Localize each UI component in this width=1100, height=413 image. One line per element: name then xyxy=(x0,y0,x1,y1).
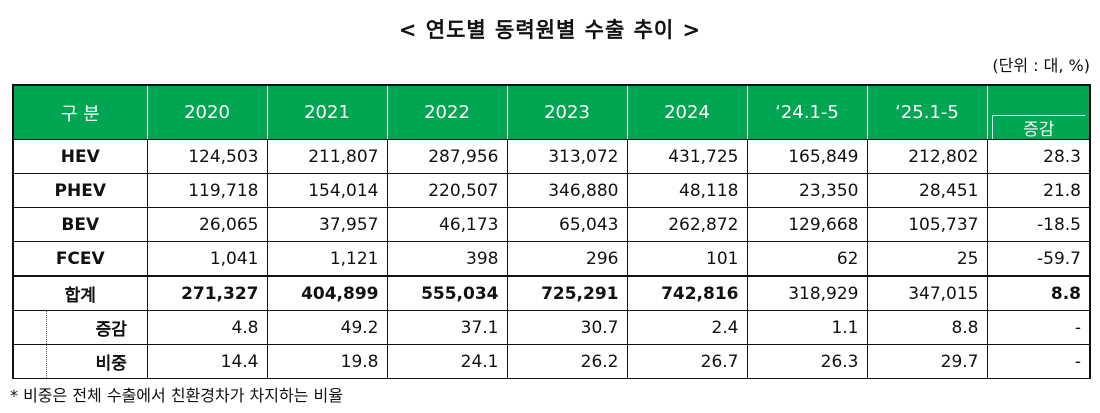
growth-label: 증감 xyxy=(12,310,147,345)
total-row: 합계 271,327 404,899 555,034 725,291 742,816 318… xyxy=(12,275,1091,311)
table-cell: 26.2 xyxy=(506,344,627,379)
table-cell: 25 xyxy=(866,241,987,277)
table-cell: 119,718 xyxy=(146,173,267,208)
table-cell: - xyxy=(986,310,1091,345)
header-25-1-5: ‘25.1-5 xyxy=(866,84,987,140)
table-cell: 742,816 xyxy=(626,275,747,311)
unit-label: (단위 : 대, %) xyxy=(992,56,1090,75)
header-2022: 2022 xyxy=(386,84,507,140)
table-cell: 154,014 xyxy=(266,173,387,208)
table-cell: 21.8 xyxy=(986,173,1091,208)
share-row: 비중 14.4 19.8 24.1 26.2 26.7 26.3 29.7- xyxy=(12,344,1091,379)
header-2023: 2023 xyxy=(506,84,627,140)
table-cell: 28,451 xyxy=(866,173,987,208)
table-cell: 37.1 xyxy=(386,310,507,345)
row-hev-row: HEV 124,503 211,807 287,956 313,072 431,725 16… xyxy=(12,139,1091,174)
table-cell: 725,291 xyxy=(506,275,627,311)
row-bev-row: BEV 26,065 37,957 46,173 65,043 262,872 129,66… xyxy=(12,207,1091,242)
table-cell: 296 xyxy=(506,241,627,277)
table-cell: 271,327 xyxy=(146,275,267,311)
table-cell: 19.8 xyxy=(266,344,387,379)
table-cell: 347,015 xyxy=(866,275,987,311)
row-fcev-label: FCEV xyxy=(12,241,147,277)
header-2024: 2024 xyxy=(626,84,747,140)
header-2021: 2021 xyxy=(266,84,387,140)
table-cell: 26.3 xyxy=(746,344,867,379)
table-cell: 37,957 xyxy=(266,207,387,242)
table-cell: 8.8 xyxy=(986,275,1091,311)
row-hev-label: HEV xyxy=(12,139,147,174)
table-cell: 404,899 xyxy=(266,275,387,311)
table-cell: 165,849 xyxy=(746,139,867,174)
table-cell: 101 xyxy=(626,241,747,277)
table-cell: 49.2 xyxy=(266,310,387,345)
table-cell: 555,034 xyxy=(386,275,507,311)
table-cell: 24.1 xyxy=(386,344,507,379)
table-cell: 346,880 xyxy=(506,173,627,208)
header-change: 증감 xyxy=(986,84,1091,140)
table-cell: -59.7 xyxy=(986,241,1091,277)
table-cell: 62 xyxy=(746,241,867,277)
row-fcev-row: FCEV 1,041 1,121 398 296 101 62 25 -59.7 xyxy=(12,241,1091,277)
page-title: < 연도별 동력원별 수출 추이 > xyxy=(398,18,702,42)
export-table: 구 분 2020 2021 2022 2023 2024 ‘24.1-5 ‘25… xyxy=(12,84,1091,379)
table-cell: 105,737 xyxy=(866,207,987,242)
table-cell: 313,072 xyxy=(506,139,627,174)
table-cell: - xyxy=(986,344,1091,379)
table-cell: 212,802 xyxy=(866,139,987,174)
table-cell: 2.4 xyxy=(626,310,747,345)
table-cell: 1.1 xyxy=(746,310,867,345)
header-change-label: 증감 xyxy=(991,115,1085,140)
table-cell: 26.7 xyxy=(626,344,747,379)
table-cell: 29.7 xyxy=(866,344,987,379)
row-bev-label: BEV xyxy=(12,207,147,242)
header-category: 구 분 xyxy=(12,84,147,140)
growth-row: 증감 4.8 49.2 37.1 30.7 2.4 1.1 8.8- xyxy=(12,310,1091,345)
table-cell: 211,807 xyxy=(266,139,387,174)
table-cell: 30.7 xyxy=(506,310,627,345)
row-phev-row: PHEV 119,718 154,014 220,507 346,880 48,118 23… xyxy=(12,173,1091,208)
table-cell: 26,065 xyxy=(146,207,267,242)
table-cell: 23,350 xyxy=(746,173,867,208)
table-cell: 318,929 xyxy=(746,275,867,311)
header-2020: 2020 xyxy=(146,84,267,140)
total-label: 합계 xyxy=(12,275,147,311)
table-cell: 48,118 xyxy=(626,173,747,208)
table-cell: 220,507 xyxy=(386,173,507,208)
header-row: 구 분 2020 2021 2022 2023 2024 ‘24.1-5 ‘25… xyxy=(12,84,1091,140)
table-cell: 46,173 xyxy=(386,207,507,242)
footnote: * 비중은 전체 수출에서 친환경차가 차지하는 비율 xyxy=(10,386,343,405)
table-cell: 1,041 xyxy=(146,241,267,277)
table-cell: 65,043 xyxy=(506,207,627,242)
table-cell: 398 xyxy=(386,241,507,277)
table-cell: 28.3 xyxy=(986,139,1091,174)
table-cell: 431,725 xyxy=(626,139,747,174)
header-24-1-5: ‘24.1-5 xyxy=(746,84,867,140)
table-cell: 287,956 xyxy=(386,139,507,174)
table-cell: 262,872 xyxy=(626,207,747,242)
row-phev-label: PHEV xyxy=(12,173,147,208)
table-cell: 1,121 xyxy=(266,241,387,277)
share-label: 비중 xyxy=(12,344,147,379)
table-cell: -18.5 xyxy=(986,207,1091,242)
table-cell: 129,668 xyxy=(746,207,867,242)
table-cell: 8.8 xyxy=(866,310,987,345)
table-cell: 124,503 xyxy=(146,139,267,174)
table-cell: 14.4 xyxy=(146,344,267,379)
table-cell: 4.8 xyxy=(146,310,267,345)
